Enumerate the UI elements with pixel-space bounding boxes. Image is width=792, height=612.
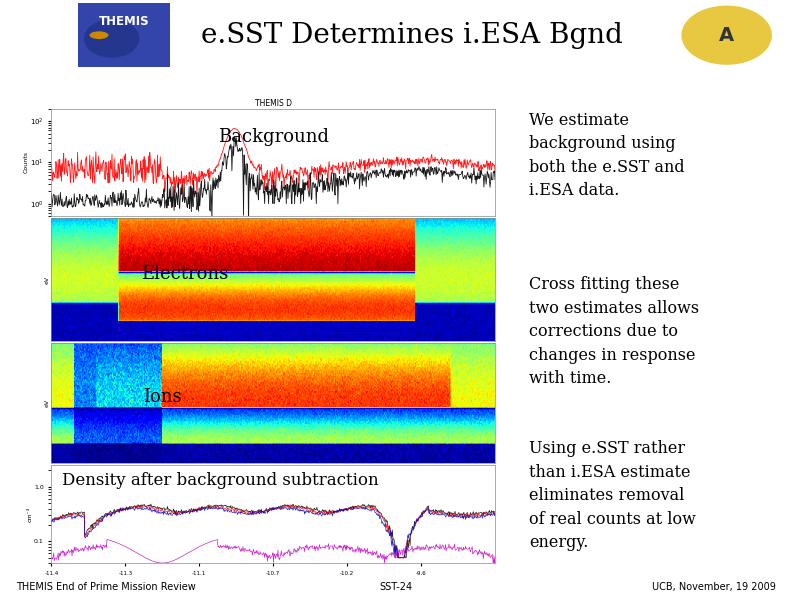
Y-axis label: cm⁻³: cm⁻³ bbox=[28, 506, 32, 522]
Text: THEMIS: THEMIS bbox=[99, 15, 150, 28]
Text: Using e.SST rather
than i.ESA estimate
eliminates removal
of real counts at low
: Using e.SST rather than i.ESA estimate e… bbox=[529, 441, 696, 551]
Text: THEMIS End of Prime Mission Review: THEMIS End of Prime Mission Review bbox=[16, 582, 196, 592]
Text: Background: Background bbox=[218, 129, 329, 146]
Ellipse shape bbox=[84, 19, 139, 58]
Text: SST-24: SST-24 bbox=[379, 582, 413, 592]
Text: THEMIS D: THEMIS D bbox=[255, 99, 291, 108]
Text: Cross fitting these
two estimates allows
corrections due to
changes in response
: Cross fitting these two estimates allows… bbox=[529, 276, 699, 387]
Ellipse shape bbox=[89, 31, 109, 39]
Y-axis label: eV: eV bbox=[45, 275, 50, 284]
Y-axis label: Counts: Counts bbox=[24, 152, 29, 173]
Bar bbox=[78, 3, 170, 67]
Y-axis label: eV: eV bbox=[45, 399, 50, 407]
Polygon shape bbox=[682, 6, 771, 64]
Text: e.SST Determines i.ESA Bgnd: e.SST Determines i.ESA Bgnd bbox=[201, 21, 623, 49]
Text: UCB, November, 19 2009: UCB, November, 19 2009 bbox=[653, 582, 776, 592]
Text: Ions: Ions bbox=[143, 388, 181, 406]
Text: A: A bbox=[719, 26, 734, 45]
Text: Electrons: Electrons bbox=[141, 264, 228, 283]
Text: We estimate
background using
both the e.SST and
i.ESA data.: We estimate background using both the e.… bbox=[529, 111, 685, 199]
Text: Density after background subtraction: Density after background subtraction bbox=[62, 472, 379, 489]
